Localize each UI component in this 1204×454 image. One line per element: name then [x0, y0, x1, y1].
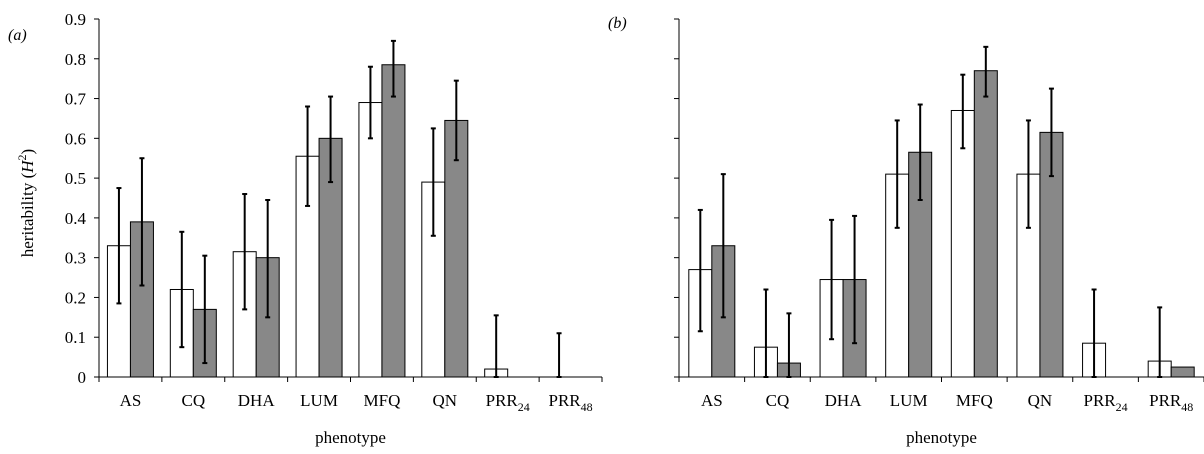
bar: [950, 109, 975, 378]
x-axis-title: phenotype: [315, 428, 386, 447]
x-tick-label: QN: [1028, 391, 1053, 410]
x-tick-label-subscript: 24: [1116, 400, 1128, 414]
y-axis-title-text: heritability: [18, 182, 37, 257]
x-tick-label: CQ: [182, 391, 206, 410]
x-tick-label: PRR24: [1083, 391, 1127, 414]
x-tick-label-base: PRR: [1149, 391, 1182, 410]
x-tick-label-subscript: 24: [518, 400, 530, 414]
bar: [381, 64, 406, 378]
x-tick-label-base: LUM: [890, 391, 928, 410]
x-tick-label: AS: [701, 391, 723, 410]
x-tick-label-base: MFQ: [364, 391, 401, 410]
bar: [1170, 366, 1195, 378]
y-tick-label: 0.5: [65, 169, 86, 188]
y-tick-label: 0.6: [65, 129, 86, 148]
x-tick-label-base: PRR: [548, 391, 581, 410]
x-axis-title: phenotype: [906, 428, 977, 447]
x-tick-label-base: PRR: [1083, 391, 1116, 410]
bar: [358, 102, 383, 378]
x-tick-label-base: CQ: [182, 391, 206, 410]
x-tick-label-base: PRR: [486, 391, 519, 410]
y-tick-label: 0.9: [65, 10, 86, 29]
x-tick-label-base: MFQ: [956, 391, 993, 410]
x-tick-label-base: AS: [701, 391, 723, 410]
y-tick-label: 0.4: [65, 209, 87, 228]
x-tick-label: PRR48: [548, 391, 592, 414]
panel-a: (a) 0 0.1 0.2 0.3 0.4 0.5 0.6 0.7 0.8 0.9 AS CQ DHA LU…: [8, 10, 603, 447]
y-axis-title-symbol: H: [18, 159, 37, 174]
y-tick-label: 0: [78, 368, 87, 387]
x-tick-label-subscript: 48: [1181, 400, 1193, 414]
y-tick-label: 0.3: [65, 249, 86, 268]
y-tick-label: 0.8: [65, 50, 86, 69]
x-tick-label: DHA: [825, 391, 863, 410]
x-tick-label-base: DHA: [238, 391, 276, 410]
panel-label: (b): [608, 15, 627, 32]
x-tick-label-base: QN: [1028, 391, 1053, 410]
x-tick-label: MFQ: [956, 391, 993, 410]
x-tick-label-base: DHA: [825, 391, 863, 410]
x-tick-label: PRR24: [486, 391, 530, 414]
x-tick-label: LUM: [300, 391, 338, 410]
y-axis-title-close: ): [18, 149, 37, 155]
x-tick-label: QN: [433, 391, 458, 410]
panel-label: (a): [8, 27, 27, 44]
x-tick-label: AS: [120, 391, 142, 410]
y-tick-label: 0.1: [65, 328, 86, 347]
x-tick-label: MFQ: [364, 391, 401, 410]
x-tick-label-subscript: 48: [581, 400, 593, 414]
y-axis-title: heritability (H2): [15, 149, 37, 257]
x-tick-label-base: QN: [433, 391, 458, 410]
bar: [973, 70, 998, 378]
x-tick-label-base: AS: [120, 391, 142, 410]
y-tick-label: 0.7: [65, 90, 87, 109]
x-tick-label: DHA: [238, 391, 276, 410]
x-tick-label: PRR48: [1149, 391, 1193, 414]
x-tick-label-base: CQ: [766, 391, 790, 410]
x-tick-label: LUM: [890, 391, 928, 410]
x-tick-label: CQ: [766, 391, 790, 410]
y-axis-title-superscript: 2: [15, 154, 29, 160]
x-tick-label-base: LUM: [300, 391, 338, 410]
y-tick-label: 0.2: [65, 288, 86, 307]
y-axis-title-open: (: [18, 172, 37, 182]
